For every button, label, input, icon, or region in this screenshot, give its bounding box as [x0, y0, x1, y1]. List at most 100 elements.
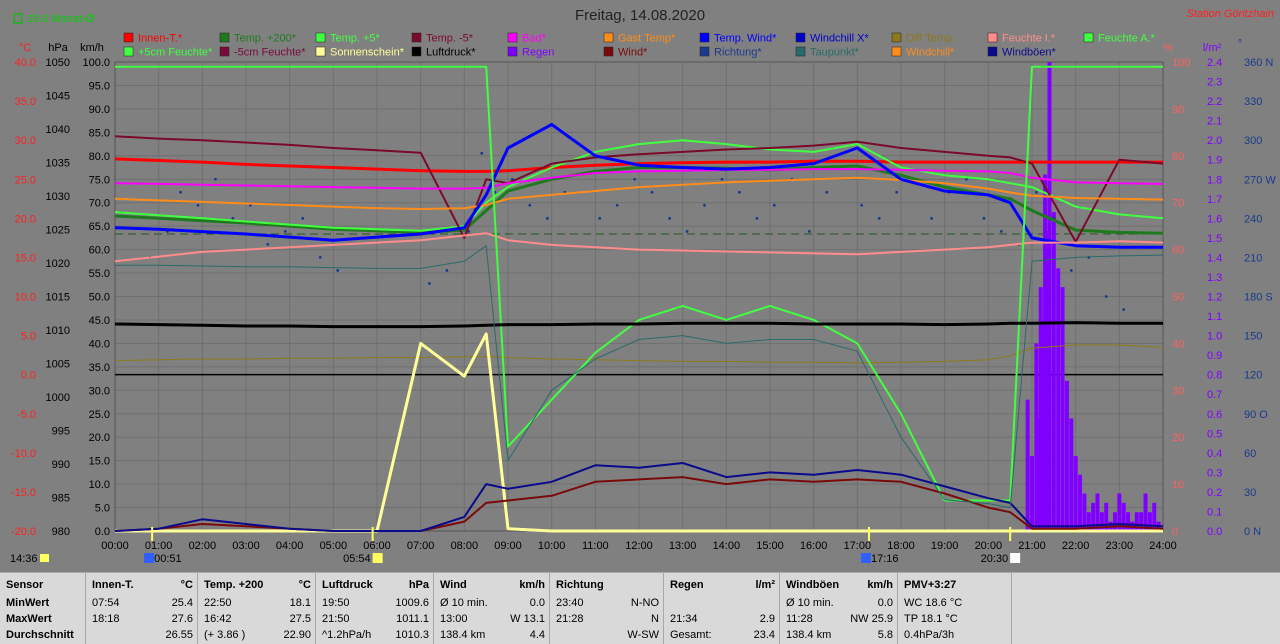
rain-bar	[1045, 230, 1050, 531]
percent-tick-label: 80	[1172, 151, 1184, 163]
kmh-tick-label: 0.0	[95, 526, 110, 538]
rain-bar	[1040, 324, 1045, 531]
kmh-tick-label: 15.0	[89, 456, 110, 468]
unit-lm2: l/m²	[1203, 42, 1222, 54]
hpa-tick-label: 1045	[46, 91, 70, 103]
legend-swatch	[123, 46, 134, 57]
legend: Innen-T.* Temp. +200* Temp. +5* Temp. -5* Ba…	[123, 32, 1156, 59]
kmh-tick-label: 5.0	[95, 503, 110, 515]
direction-point	[738, 190, 741, 194]
stats-column-title: Wind	[440, 579, 467, 591]
lm2-tick-label: 0.5	[1207, 428, 1222, 440]
direction-point	[428, 282, 431, 285]
direction-point	[650, 190, 654, 194]
legend-swatch	[123, 32, 134, 43]
stats-column-title: Luftdruck	[322, 579, 373, 591]
x-tick-label: 01:00	[145, 540, 173, 552]
lm2-tick-label: 1.9	[1207, 155, 1222, 167]
sunset-icon	[1010, 553, 1021, 563]
month-avg-label: 19.0 Monat-Ø	[27, 13, 95, 25]
stats-column: Temp. +200 °C 22:50 18.1 16:42 27.5 (+ 3.86 ) 2…	[198, 573, 316, 644]
direction-point	[1104, 295, 1108, 298]
kmh-tick-label: 85.0	[89, 127, 110, 139]
stats-column-header: Regen l/m²	[670, 579, 775, 595]
stats-cell-row: Ø 10 min. 0.0	[786, 595, 893, 611]
hpa-tick-label: 1005	[46, 359, 70, 371]
legend-swatch	[603, 46, 614, 57]
stats-cell-time: Ø 10 min.	[786, 597, 834, 609]
stats-cell-value: 2.9	[759, 613, 775, 625]
x-tick-label: 13:00	[669, 540, 697, 552]
stats-cell-time: ^1.2hPa/h	[322, 629, 372, 641]
direction-point	[179, 190, 182, 194]
stats-cell-time: 13:00	[440, 613, 468, 625]
kmh-tick-label: 70.0	[89, 198, 110, 210]
legend-entry: +5cm Feuchte*	[138, 47, 213, 59]
stats-column-unit: km/h	[867, 579, 893, 591]
lm2-tick-label: 1.4	[1207, 252, 1222, 264]
kmh-tick-label: 40.0	[89, 338, 110, 350]
month-avg-icon	[13, 13, 23, 24]
x-tick-label: 00:00	[101, 540, 129, 552]
hpa-tick-label: 995	[52, 426, 70, 438]
direction-point	[445, 269, 449, 272]
rain-bar	[1078, 474, 1083, 531]
sunrise-icon	[372, 553, 383, 563]
hpa-tick-label: 1010	[46, 325, 70, 337]
x-tick-label: 12:00	[625, 540, 653, 552]
rain-bar	[1047, 62, 1052, 531]
stats-column-header: Wind km/h	[440, 579, 545, 595]
stats-cell-row: W-SW	[556, 627, 659, 643]
legend-entry: Windchill*	[906, 47, 955, 59]
direction-tick-label: 150	[1244, 331, 1262, 343]
stats-cell-row: 22:50 18.1	[204, 595, 311, 611]
x-tick-label: 04:00	[276, 540, 304, 552]
kmh-tick-label: 50.0	[89, 292, 110, 304]
x-tick-label: 07:00	[407, 540, 435, 552]
stats-column-title: Windböen	[786, 579, 840, 591]
stats-column-header: Richtung	[556, 579, 659, 595]
x-tick-label: 23:00	[1106, 540, 1134, 552]
stats-label-sensor: Sensor	[6, 579, 44, 591]
stats-cell-value: 25.4	[171, 597, 193, 609]
stats-cell-row: ^1.2hPa/h 1010.3	[322, 627, 429, 643]
stats-columns: Innen-T. °C 07:54 25.4 18:18 27.6 26.55 Temp. +…	[86, 573, 1012, 644]
stats-cell-value: 27.5	[289, 613, 311, 625]
legend-entry: Temp. +5*	[330, 33, 381, 45]
stats-column: Windböen km/h Ø 10 min. 0.0 11:28 NW 25.9 138.…	[780, 573, 898, 644]
legend-swatch	[699, 32, 710, 43]
stats-cell-time: Gesamt:	[670, 629, 712, 641]
rain-bar	[1117, 493, 1122, 531]
celsius-tick-label: 0.0	[21, 370, 36, 382]
celsius-tick-label: 35.0	[15, 96, 36, 108]
kmh-tick-label: 75.0	[89, 174, 110, 186]
direction-point	[231, 216, 235, 220]
direction-point	[1000, 229, 1003, 233]
legend-swatch	[507, 46, 518, 57]
x-tick-label: 14:00	[713, 540, 741, 552]
direction-point	[545, 216, 549, 220]
direction-tick-label: 60	[1244, 448, 1256, 460]
series-line	[114, 176, 1164, 210]
stats-column-title: Regen	[670, 579, 704, 591]
legend-entry: Feuchte I.*	[1002, 33, 1056, 45]
x-tick-label: 15:00	[756, 540, 784, 552]
sunset-label: 20:30	[981, 553, 1009, 565]
stats-cell-row: 26.55	[92, 627, 193, 643]
stats-cell-row: 0.4hPa/3h	[904, 627, 1007, 643]
rain-bar	[1034, 343, 1039, 531]
stats-cell-time: 21:28	[556, 613, 584, 625]
lm2-tick-label: 1.0	[1207, 331, 1222, 343]
legend-entry: Temp. -5*	[426, 33, 474, 45]
direction-point	[633, 177, 637, 181]
rain-bar	[1056, 268, 1061, 531]
legend-swatch	[795, 32, 806, 43]
stats-column-header: Temp. +200 °C	[204, 579, 311, 595]
stats-cell-value: 0.0	[529, 597, 545, 609]
rain-bar	[1104, 502, 1109, 531]
stats-cell-value: 4.4	[529, 629, 545, 641]
stats-cell-value: 23.4	[753, 629, 775, 641]
legend-entry: Luftdruck*	[426, 47, 476, 59]
series-line	[114, 344, 1164, 364]
legend-entry: Windchill X*	[810, 33, 869, 45]
